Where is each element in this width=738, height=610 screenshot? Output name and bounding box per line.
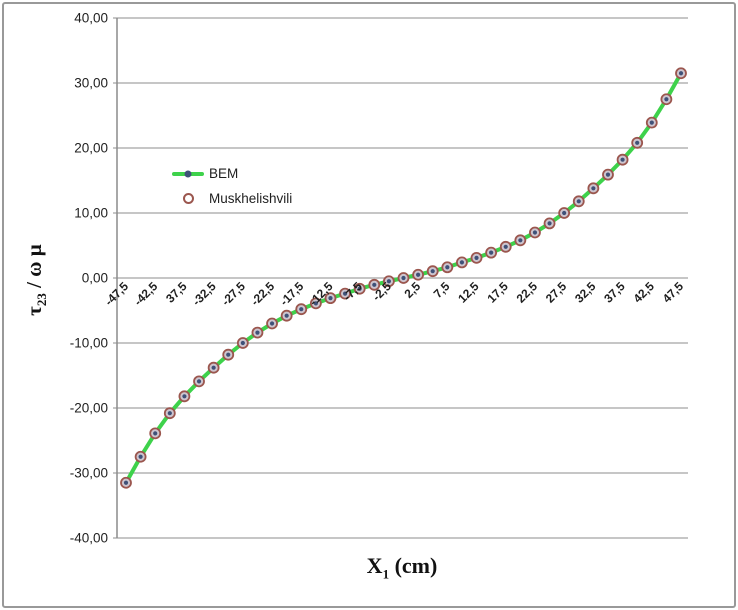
bem-marker-dot bbox=[678, 71, 684, 76]
y-tick-label: -20,00 bbox=[70, 401, 108, 416]
x-tick-label: -7,5 bbox=[340, 279, 365, 304]
x-tick-label: 42,5 bbox=[630, 279, 657, 306]
bem-marker-dot bbox=[313, 301, 318, 306]
bem-marker-dot bbox=[328, 296, 333, 301]
x-tick-label: -27,5 bbox=[219, 279, 248, 308]
legend-item-bem: BEM bbox=[170, 161, 292, 186]
bem-line-marker-icon bbox=[170, 170, 206, 177]
bem-marker-dot bbox=[299, 307, 304, 312]
bem-marker-dot bbox=[269, 321, 275, 326]
bem-marker-dot bbox=[430, 269, 435, 274]
x-tick-label: 12,5 bbox=[455, 279, 482, 306]
x-axis-title-subscript: 1 bbox=[382, 566, 390, 582]
y-tick-label: 30,00 bbox=[74, 76, 108, 91]
x-tick-label: 27,5 bbox=[543, 279, 570, 306]
y-axis-title: τ23 / ω μ bbox=[22, 215, 50, 345]
bem-marker-dot bbox=[518, 238, 523, 243]
x-tick-label: 7,5 bbox=[431, 279, 453, 301]
bem-marker-dot bbox=[167, 411, 172, 416]
muskhelishvili-circle-icon bbox=[170, 193, 206, 204]
y-tick-label: -10,00 bbox=[70, 336, 108, 351]
x-tick-label: 37,5 bbox=[163, 279, 190, 306]
y-tick-label: 20,00 bbox=[74, 141, 108, 156]
bem-marker-dot bbox=[605, 172, 611, 177]
x-tick-label: 32,5 bbox=[572, 279, 599, 306]
x-axis-title-rest: (cm) bbox=[389, 553, 438, 578]
y-tick-label: -30,00 bbox=[70, 466, 108, 481]
x-tick-label: 47,5 bbox=[660, 279, 687, 306]
x-axis-title-symbol: X bbox=[366, 553, 383, 578]
y-tick-label: 0,00 bbox=[82, 271, 108, 286]
bem-marker-dot bbox=[591, 186, 596, 191]
bem-marker-dot bbox=[635, 140, 640, 145]
bem-marker-dot bbox=[240, 340, 245, 346]
legend-label-muskhelishvili: Muskhelishvili bbox=[209, 191, 293, 206]
x-tick-label: 22,5 bbox=[514, 279, 541, 306]
x-tick-label: -32,5 bbox=[190, 279, 219, 308]
bem-marker-dot bbox=[474, 255, 479, 260]
bem-marker-dot bbox=[562, 210, 567, 216]
bem-marker-dot bbox=[649, 120, 654, 125]
chart-legend: BEM Muskhelishvili bbox=[170, 161, 292, 211]
bem-marker-dot bbox=[182, 394, 187, 399]
bem-marker-dot bbox=[445, 265, 450, 270]
bem-marker-dot bbox=[211, 365, 216, 370]
bem-marker-dot bbox=[532, 230, 538, 235]
bem-marker-dot bbox=[342, 291, 348, 296]
bem-marker-dot bbox=[547, 221, 552, 226]
y-axis-title-subscript: 23 bbox=[34, 293, 50, 307]
bem-marker-dot bbox=[386, 279, 391, 284]
y-axis-title-symbol: τ bbox=[21, 306, 46, 316]
x-axis-title: X1 (cm) bbox=[302, 553, 502, 582]
x-tick-label: -22,5 bbox=[248, 279, 277, 308]
y-tick-label: 10,00 bbox=[74, 206, 108, 221]
bem-marker-dot bbox=[416, 272, 421, 277]
bem-marker-dot bbox=[401, 275, 406, 281]
legend-item-muskhelishvili: Muskhelishvili bbox=[170, 186, 292, 211]
bem-marker-dot bbox=[576, 199, 581, 204]
bem-marker-dot bbox=[196, 379, 202, 384]
bem-marker-dot bbox=[489, 250, 494, 255]
bem-marker-dot bbox=[503, 244, 508, 249]
x-tick-label: 37,5 bbox=[601, 279, 628, 306]
bem-marker-dot bbox=[284, 313, 289, 318]
bem-marker-dot bbox=[123, 480, 129, 485]
bem-marker-dot bbox=[620, 157, 625, 162]
bem-marker-dot bbox=[664, 97, 669, 102]
bem-marker-dot bbox=[153, 431, 158, 436]
bem-marker-dot bbox=[372, 282, 377, 287]
bem-marker-dot bbox=[357, 286, 362, 291]
x-tick-label: -42,5 bbox=[131, 279, 160, 308]
legend-label-bem: BEM bbox=[209, 166, 239, 181]
y-tick-label: 40,00 bbox=[74, 11, 108, 26]
bem-marker-dot bbox=[226, 352, 231, 357]
y-tick-label: -40,00 bbox=[70, 531, 108, 546]
bem-marker-dot bbox=[255, 330, 260, 335]
y-axis-title-rest: / ω μ bbox=[21, 244, 46, 294]
x-tick-label: 17,5 bbox=[484, 279, 511, 306]
bem-marker-dot bbox=[138, 454, 143, 459]
bem-marker-dot bbox=[459, 260, 465, 265]
